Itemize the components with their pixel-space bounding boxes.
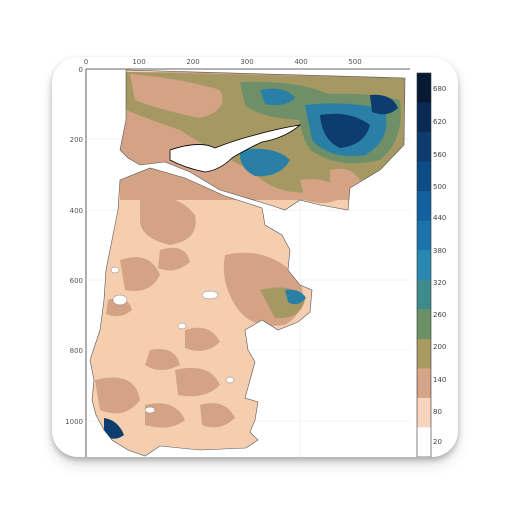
colorbar-swatch — [417, 220, 431, 251]
colorbar-swatch — [417, 161, 431, 192]
y-tick-labels: 0 200 400 600 800 1000 — [65, 66, 83, 426]
colorbar-swatch — [417, 132, 431, 163]
x-tick-label: 500 — [348, 58, 361, 66]
water-bodies — [110, 124, 302, 414]
colorbar-label: 140 — [433, 376, 446, 384]
x-tick-labels: 0 100 200 300 400 500 — [84, 58, 362, 66]
x-tick-label: 0 — [84, 58, 88, 66]
colorbar-swatch — [417, 397, 431, 428]
colorbar-label: 620 — [433, 118, 446, 126]
app-icon-card[interactable]: 0 100 200 300 400 500 0 200 400 600 800 … — [52, 57, 458, 457]
colorbar-swatch — [417, 250, 431, 281]
y-tick-label: 1000 — [65, 418, 83, 426]
y-tick-label: 400 — [70, 207, 83, 215]
colorbar-label: 320 — [433, 279, 446, 287]
y-tick-label: 0 — [79, 66, 83, 74]
y-tick-label: 800 — [70, 347, 83, 355]
colorbar-label: 560 — [433, 151, 446, 159]
colorbar-label: 380 — [433, 247, 446, 255]
colorbar-swatch — [417, 102, 431, 133]
colorbar-swatch — [417, 73, 431, 104]
colorbar-swatch — [417, 427, 431, 457]
colorbar-swatch — [417, 191, 431, 222]
colorbar-label: 80 — [433, 408, 442, 416]
x-tick-label: 200 — [186, 58, 199, 66]
y-tick-label: 200 — [70, 136, 83, 144]
colorbar: 680 620 560 500 440 380 320 260 200 140 … — [416, 72, 446, 457]
x-tick-label: 100 — [132, 58, 145, 66]
colorbar-label: 20 — [433, 438, 442, 446]
x-tick-label: 400 — [294, 58, 307, 66]
x-tick-label: 300 — [240, 58, 253, 66]
colorbar-label: 440 — [433, 214, 446, 222]
colorbar-label: 680 — [433, 85, 446, 93]
colorbar-swatch — [417, 338, 431, 369]
colorbar-label: 200 — [433, 343, 446, 351]
y-tick-label: 600 — [70, 277, 83, 285]
colorbar-swatch — [417, 279, 431, 310]
colorbar-label: 260 — [433, 311, 446, 319]
coastline — [89, 69, 406, 457]
terrain-contours — [90, 70, 405, 456]
colorbar-swatch — [417, 309, 431, 340]
colorbar-label: 500 — [433, 183, 446, 191]
colorbar-swatch — [417, 368, 431, 399]
contour-map: 0 100 200 300 400 500 0 200 400 600 800 … — [65, 58, 446, 457]
